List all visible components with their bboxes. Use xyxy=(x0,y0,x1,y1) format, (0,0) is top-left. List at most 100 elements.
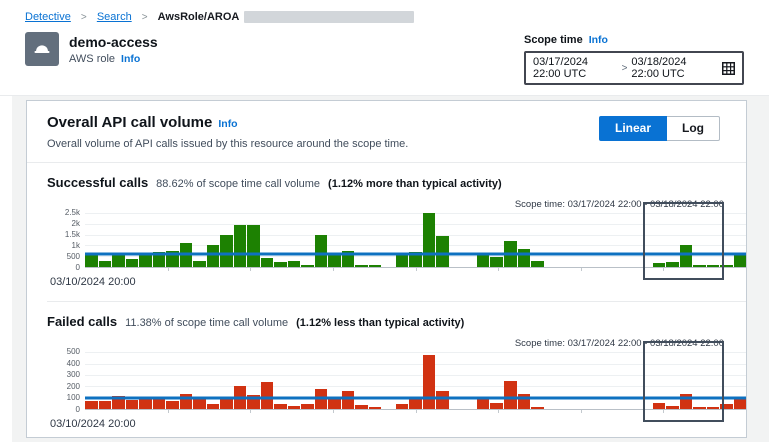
gridline xyxy=(85,245,746,247)
y-tick-label: 0 xyxy=(75,263,80,273)
x-tick xyxy=(498,410,500,413)
bar[interactable] xyxy=(368,265,382,267)
bar[interactable] xyxy=(260,381,274,409)
bar[interactable] xyxy=(152,251,166,267)
bar[interactable] xyxy=(139,397,152,409)
bar[interactable] xyxy=(193,260,206,267)
bar[interactable] xyxy=(706,406,720,409)
info-link[interactable]: Info xyxy=(121,52,141,65)
bar[interactable] xyxy=(206,245,220,267)
bar[interactable] xyxy=(409,251,422,267)
bar[interactable] xyxy=(125,259,139,267)
bar[interactable] xyxy=(233,225,247,267)
bar[interactable] xyxy=(287,260,301,267)
chart-plot-area[interactable] xyxy=(85,202,747,280)
bar[interactable] xyxy=(166,400,179,409)
breadcrumb-link-search[interactable]: Search xyxy=(96,11,132,23)
bar[interactable] xyxy=(490,403,503,409)
section-stat: 11.38% of scope time call volume xyxy=(125,317,289,329)
gridline xyxy=(85,363,746,365)
bar[interactable] xyxy=(395,404,409,409)
bar[interactable] xyxy=(666,405,679,409)
bar[interactable] xyxy=(503,380,517,409)
scope-time-range-input[interactable]: 03/17/2024 22:00 UTC > 03/18/2024 22:00 … xyxy=(524,51,744,85)
bar[interactable] xyxy=(733,398,747,409)
bar[interactable] xyxy=(733,254,747,267)
bar[interactable] xyxy=(476,255,490,267)
bar[interactable] xyxy=(436,235,449,267)
chart-plot-area[interactable] xyxy=(85,341,747,422)
bar[interactable] xyxy=(355,405,368,409)
y-tick-label: 500 xyxy=(66,252,80,262)
bar[interactable] xyxy=(368,407,382,409)
bar[interactable] xyxy=(666,261,679,267)
bar[interactable] xyxy=(139,255,152,267)
bar[interactable] xyxy=(85,400,98,409)
bar[interactable] xyxy=(314,234,328,267)
bar[interactable] xyxy=(98,260,112,267)
bar[interactable] xyxy=(476,398,490,409)
bar[interactable] xyxy=(328,397,341,409)
resource-type: AWS role Info xyxy=(69,52,141,65)
bar[interactable] xyxy=(720,403,733,409)
bar[interactable] xyxy=(517,248,531,267)
bar[interactable] xyxy=(652,262,666,267)
bar[interactable] xyxy=(220,397,233,409)
gridline xyxy=(85,213,746,215)
bar[interactable] xyxy=(395,255,409,267)
y-axis-labels: 2.5k 2k 1.5k 1k 500 0 xyxy=(47,208,80,272)
bar[interactable] xyxy=(247,225,260,267)
y-tick-label: 300 xyxy=(66,370,80,380)
bar[interactable] xyxy=(409,396,422,409)
scope-time-highlight-box xyxy=(643,341,725,422)
bar[interactable] xyxy=(274,404,287,409)
bar[interactable] xyxy=(112,395,125,409)
bar[interactable] xyxy=(125,399,139,409)
bar[interactable] xyxy=(152,399,166,409)
calendar-icon[interactable] xyxy=(722,61,735,75)
typical-activity-baseline xyxy=(85,252,746,256)
bar[interactable] xyxy=(720,265,733,267)
bar[interactable] xyxy=(287,405,301,409)
bar[interactable] xyxy=(301,264,314,267)
gridline xyxy=(85,352,746,354)
linear-button[interactable]: Linear xyxy=(598,116,667,141)
bar[interactable] xyxy=(706,265,720,267)
x-tick xyxy=(663,410,665,413)
bar[interactable] xyxy=(341,390,355,409)
bar[interactable] xyxy=(112,253,125,267)
log-button[interactable]: Log xyxy=(667,116,720,141)
bar[interactable] xyxy=(85,255,98,267)
panel-description: Overall volume of API calls issued by th… xyxy=(47,138,409,150)
x-tick xyxy=(167,410,169,413)
bar[interactable] xyxy=(422,213,436,267)
bar[interactable] xyxy=(355,264,368,267)
bar[interactable] xyxy=(260,258,274,267)
info-link[interactable]: Info xyxy=(588,34,608,46)
bar[interactable] xyxy=(98,400,112,409)
bar[interactable] xyxy=(531,406,544,409)
bar[interactable] xyxy=(436,390,449,409)
gridline xyxy=(85,374,746,376)
x-axis-start-label: 03/10/2024 20:00 xyxy=(50,418,136,430)
bar[interactable] xyxy=(301,404,314,409)
scope-start: 03/17/2024 22:00 UTC xyxy=(533,56,589,80)
bar[interactable] xyxy=(693,265,706,267)
bar[interactable] xyxy=(531,260,544,267)
bar[interactable] xyxy=(206,404,220,409)
bar[interactable] xyxy=(193,397,206,409)
bar[interactable] xyxy=(220,234,233,267)
bar[interactable] xyxy=(422,354,436,409)
bar[interactable] xyxy=(490,257,503,267)
x-tick xyxy=(250,268,252,271)
bar[interactable] xyxy=(679,245,693,267)
x-tick xyxy=(332,410,334,413)
bar[interactable] xyxy=(274,261,287,267)
info-link[interactable]: Info xyxy=(218,118,238,130)
bar[interactable] xyxy=(693,406,706,409)
chart-scope-caption: Scope time: 03/17/2024 22:00 - 03/18/202… xyxy=(514,199,724,210)
bar[interactable] xyxy=(328,253,341,267)
breadcrumb-link-detective[interactable]: Detective xyxy=(25,11,71,23)
bar[interactable] xyxy=(652,403,666,409)
x-tick xyxy=(498,268,500,271)
